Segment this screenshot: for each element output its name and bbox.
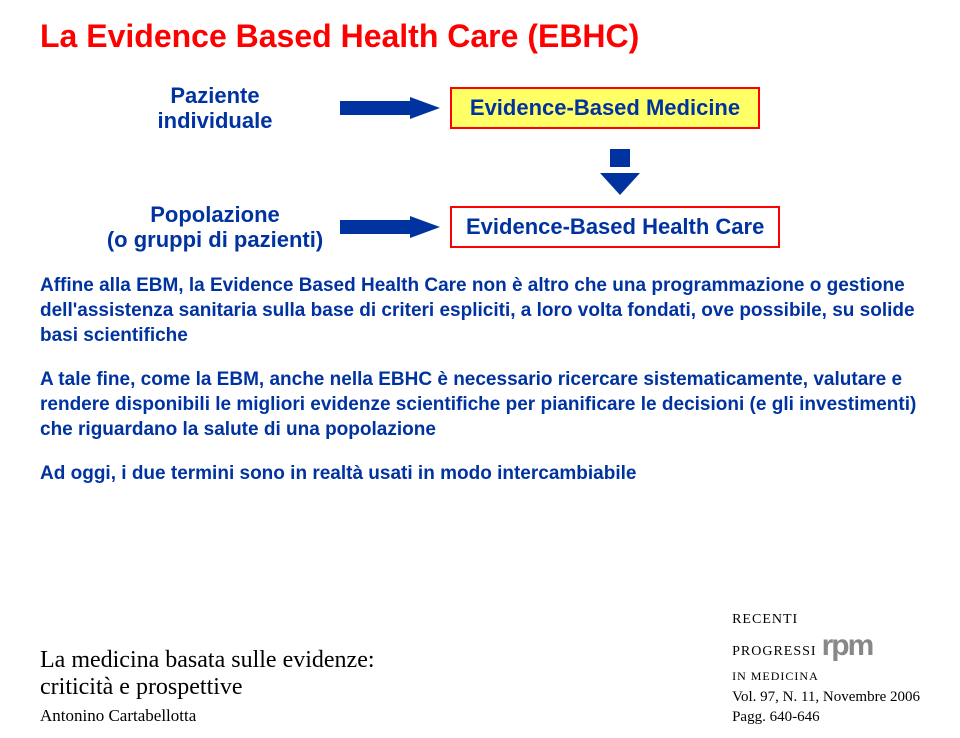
logo-text: rpm — [822, 629, 873, 662]
logo-text: RECENTI — [732, 612, 798, 627]
box-ebm: Evidence-Based Medicine — [450, 87, 760, 129]
label-popolazione: Popolazione (o gruppi di pazienti) — [100, 202, 330, 253]
arrow-right-icon — [330, 216, 450, 238]
page-title: La Evidence Based Health Care (EBHC) — [40, 18, 920, 55]
diagram-row-ebhc: Popolazione (o gruppi di pazienti) Evide… — [40, 202, 920, 253]
logo-text: IN MEDICINA — [732, 669, 819, 683]
label-paziente: Paziente individuale — [100, 83, 330, 134]
logo-text: PROGRESSI — [732, 644, 816, 659]
paragraph-purpose: A tale fine, come la EBM, anche nella EB… — [40, 368, 920, 442]
citation-volume: Vol. 97, N. 11, Novembre 2006 — [732, 688, 920, 706]
paragraph-terms: Ad oggi, i due termini sono in realtà us… — [40, 462, 920, 487]
arrow-right-icon — [330, 97, 450, 119]
citation-pages: Pagg. 640-646 — [732, 708, 920, 726]
arrow-down-icon — [40, 142, 920, 202]
paragraph-definition: Affine alla EBM, la Evidence Based Healt… — [40, 274, 920, 348]
citation-author: Antonino Cartabellotta — [40, 706, 375, 726]
label-line: individuale — [100, 108, 330, 133]
citation-title-line: criticità e prospettive — [40, 674, 375, 700]
label-line: Popolazione — [100, 202, 330, 227]
citation-footer: La medicina basata sulle evidenze: criti… — [40, 606, 920, 726]
citation-title: La medicina basata sulle evidenze: criti… — [40, 647, 375, 700]
citation-title-line: La medicina basata sulle evidenze: — [40, 647, 375, 673]
label-line: (o gruppi di pazienti) — [100, 227, 330, 252]
journal-logo: RECENTI PROGRESSI rpm IN MEDICINA — [732, 606, 920, 686]
citation-left: La medicina basata sulle evidenze: criti… — [40, 647, 375, 726]
label-line: Paziente — [100, 83, 330, 108]
box-ebhc: Evidence-Based Health Care — [450, 206, 780, 248]
citation-right: RECENTI PROGRESSI rpm IN MEDICINA Vol. 9… — [732, 606, 920, 726]
diagram-row-ebm: Paziente individuale Evidence-Based Medi… — [40, 83, 920, 134]
